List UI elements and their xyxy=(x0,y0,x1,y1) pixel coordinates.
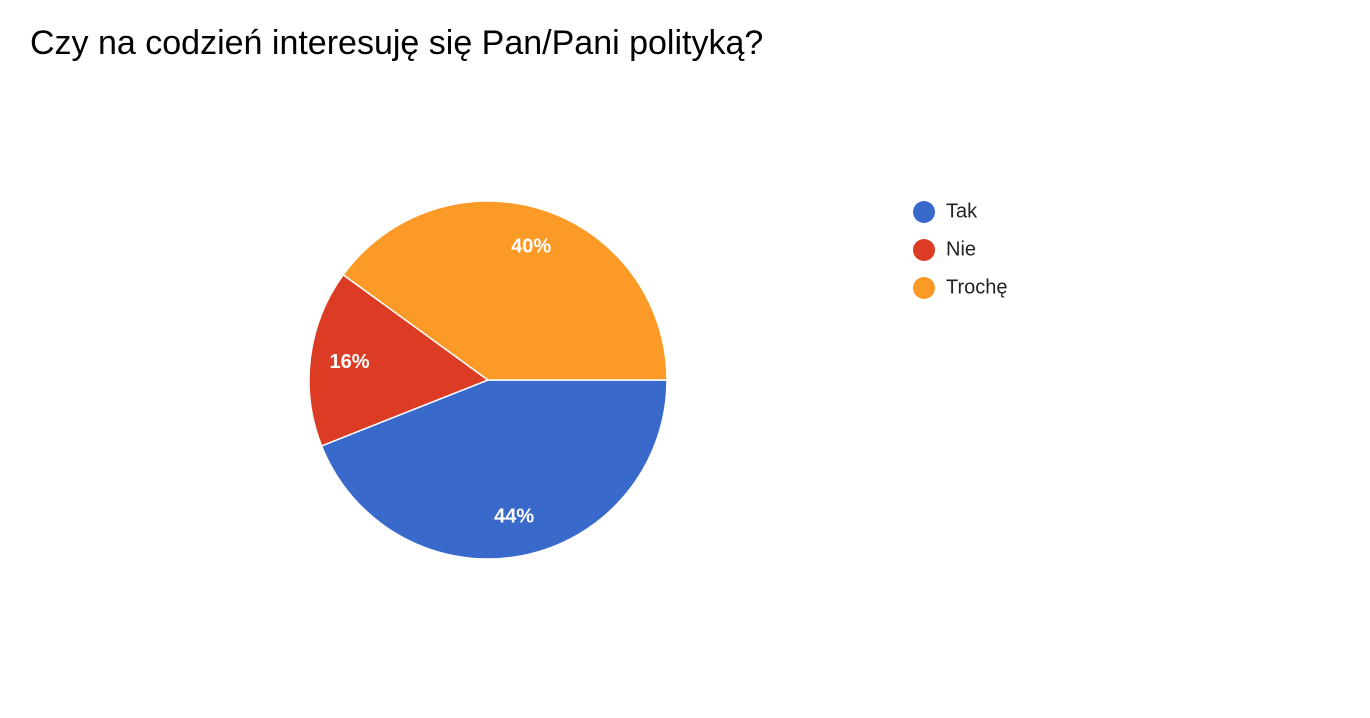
slice-label: 44% xyxy=(494,505,534,527)
pie-slice xyxy=(342,200,668,381)
slice-label: 40% xyxy=(511,235,551,257)
legend-marker xyxy=(913,277,935,299)
chart-title: Czy na codzień interesuję się Pan/Pani p… xyxy=(30,24,763,62)
legend-label: Nie xyxy=(946,238,976,260)
legend-label: Tak xyxy=(946,200,978,222)
pie-slice xyxy=(320,379,668,560)
legend-marker xyxy=(913,201,935,223)
slice-label: 16% xyxy=(329,351,369,373)
legend-marker xyxy=(913,239,935,261)
pie-slice xyxy=(308,273,490,447)
legend-label: Trochę xyxy=(946,276,1008,298)
